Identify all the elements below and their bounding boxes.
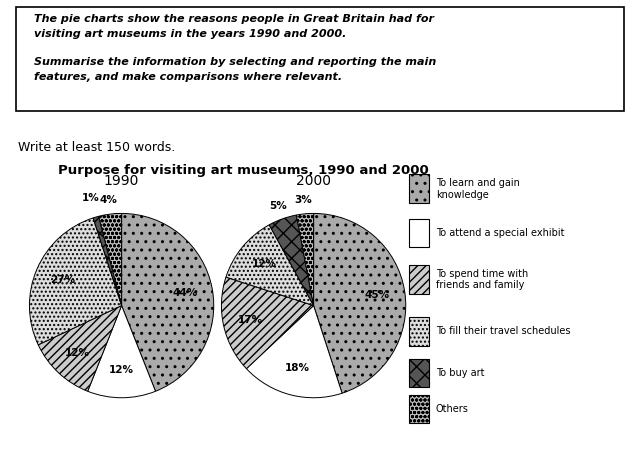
Bar <box>409 265 429 294</box>
Text: To attend a special exhibit: To attend a special exhibit <box>436 228 564 238</box>
Wedge shape <box>226 225 314 306</box>
Text: 12%: 12% <box>252 259 276 269</box>
Wedge shape <box>296 213 314 306</box>
Wedge shape <box>93 216 122 306</box>
Wedge shape <box>269 215 314 306</box>
Wedge shape <box>122 213 214 391</box>
Wedge shape <box>99 213 122 306</box>
Text: 5%: 5% <box>269 201 287 211</box>
Text: To spend time with
friends and family: To spend time with friends and family <box>436 269 528 290</box>
Text: 12%: 12% <box>109 365 134 375</box>
Bar <box>409 317 429 345</box>
Text: 44%: 44% <box>172 288 198 299</box>
Bar <box>409 219 429 247</box>
Text: 45%: 45% <box>365 290 390 300</box>
Text: Others: Others <box>436 404 469 414</box>
Title: 2000: 2000 <box>296 174 331 188</box>
Wedge shape <box>314 213 406 393</box>
Text: 4%: 4% <box>99 195 117 206</box>
Text: 17%: 17% <box>238 315 263 325</box>
Text: 3%: 3% <box>295 195 312 205</box>
Wedge shape <box>221 277 314 369</box>
Text: 1%: 1% <box>81 193 99 203</box>
Text: Write at least 150 words.: Write at least 150 words. <box>18 141 175 154</box>
Wedge shape <box>38 306 122 391</box>
Bar <box>409 395 429 423</box>
Wedge shape <box>88 306 156 398</box>
Bar <box>409 175 429 203</box>
Text: The pie charts show the reasons people in Great Britain had for
visiting art mus: The pie charts show the reasons people i… <box>34 14 436 82</box>
Text: To fill their travel schedules: To fill their travel schedules <box>436 326 570 336</box>
Text: 12%: 12% <box>65 348 90 357</box>
Text: Purpose for visiting art museums, 1990 and 2000: Purpose for visiting art museums, 1990 a… <box>58 164 429 177</box>
Bar <box>409 358 429 387</box>
Title: 1990: 1990 <box>104 174 140 188</box>
Wedge shape <box>29 218 122 345</box>
Wedge shape <box>246 306 342 398</box>
Text: To buy art: To buy art <box>436 368 484 378</box>
Text: 18%: 18% <box>285 363 310 373</box>
Text: To learn and gain
knowledge: To learn and gain knowledge <box>436 178 520 200</box>
Text: 27%: 27% <box>50 275 75 285</box>
